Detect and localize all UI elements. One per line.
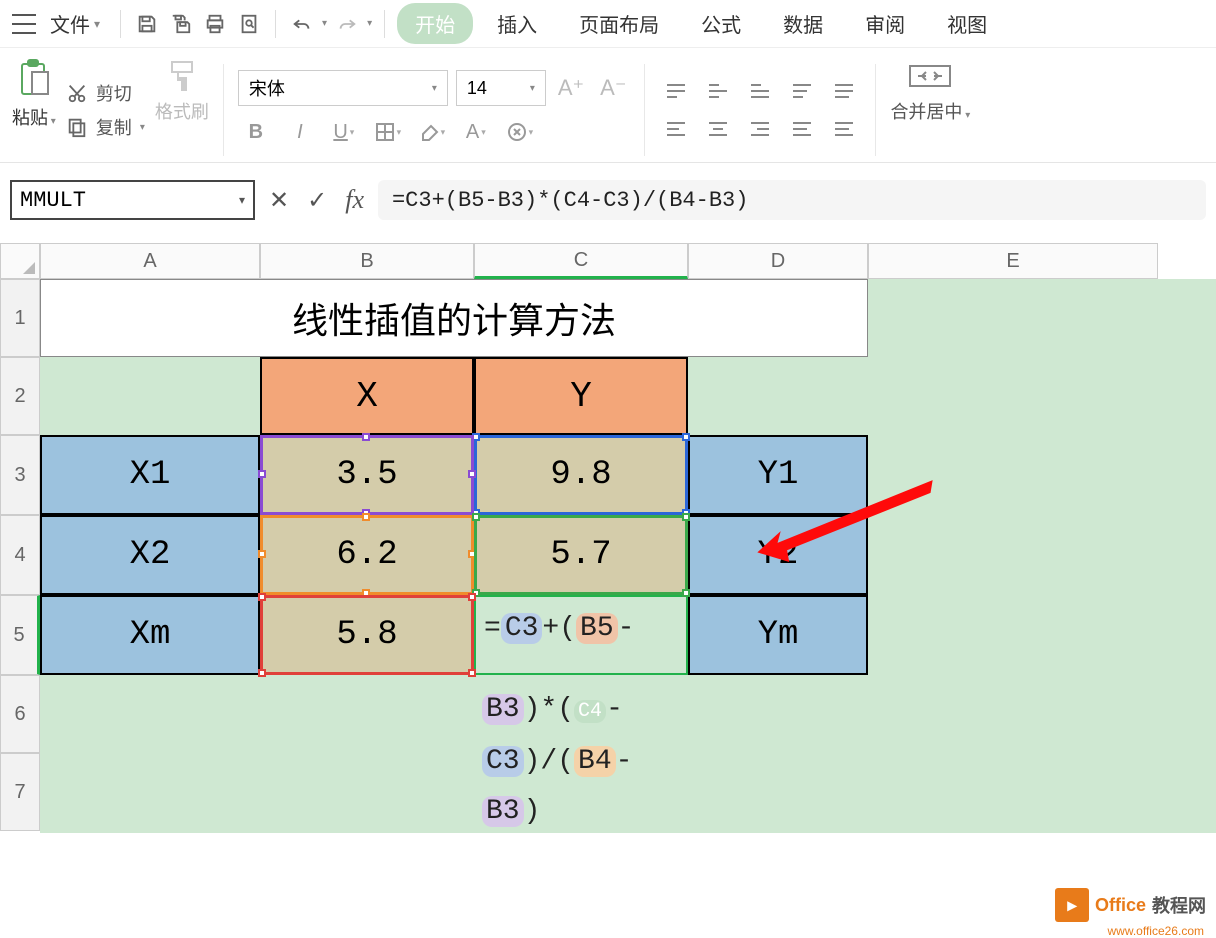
- cut-button[interactable]: 剪切: [66, 80, 145, 106]
- align-center-icon[interactable]: [701, 114, 735, 144]
- row-header-1[interactable]: 1: [0, 279, 40, 357]
- save-as-icon[interactable]: [167, 10, 195, 38]
- redo-dropdown-icon[interactable]: ▾: [367, 18, 372, 29]
- bold-button[interactable]: B: [238, 114, 274, 150]
- cell-C3[interactable]: 9.8: [474, 435, 688, 515]
- cell-title[interactable]: 线性插值的计算方法: [40, 279, 868, 357]
- cell-C5-active[interactable]: = C3 + ( B5 -: [474, 595, 688, 675]
- cell-D2[interactable]: [688, 357, 868, 435]
- cell-B3[interactable]: 3.5: [260, 435, 474, 515]
- tab-data[interactable]: 数据: [765, 9, 841, 38]
- save-icon[interactable]: [133, 10, 161, 38]
- cells-area[interactable]: 线性插值的计算方法 X Y X1 3.5 9.8 Y1 X2 6.2 5.7 Y…: [40, 279, 1216, 833]
- spreadsheet-grid: A B C D E 1 2 3 4 5 6 7 线性插值的计算方法 X Y X1…: [0, 243, 1216, 833]
- select-all-corner[interactable]: [0, 243, 40, 279]
- decrease-font-icon[interactable]: A⁻: [596, 75, 630, 101]
- cancel-formula-icon[interactable]: ✕: [269, 186, 289, 215]
- separator: [384, 10, 385, 38]
- tab-formulas[interactable]: 公式: [683, 9, 759, 38]
- chevron-down-icon: ▾: [94, 17, 100, 31]
- chevron-down-icon: ▾: [239, 193, 245, 208]
- cell-D4[interactable]: Y2: [688, 515, 868, 595]
- fx-icon[interactable]: fx: [345, 185, 364, 215]
- formula-overflow: B3)*(C4- C3)/(B4- B3): [482, 685, 632, 837]
- undo-dropdown-icon[interactable]: ▾: [322, 18, 327, 29]
- col-header-A[interactable]: A: [40, 243, 260, 279]
- name-box[interactable]: MMULT ▾: [10, 180, 255, 220]
- row-header-5[interactable]: 5: [0, 595, 40, 675]
- cell-C2[interactable]: Y: [474, 357, 688, 435]
- border-button[interactable]: ▾: [370, 114, 406, 150]
- row-header-7[interactable]: 7: [0, 753, 40, 831]
- tab-review[interactable]: 审阅: [847, 9, 923, 38]
- print-preview-icon[interactable]: [235, 10, 263, 38]
- row-header-2[interactable]: 2: [0, 357, 40, 435]
- watermark-icon: ▸: [1055, 888, 1089, 922]
- tab-page-layout[interactable]: 页面布局: [561, 9, 677, 38]
- cell-B5[interactable]: 5.8: [260, 595, 474, 675]
- separator: [875, 64, 876, 156]
- row-header-6[interactable]: 6: [0, 675, 40, 753]
- align-left-icon[interactable]: [659, 114, 693, 144]
- cell-A5[interactable]: Xm: [40, 595, 260, 675]
- copy-button[interactable]: 复制 ▾: [66, 114, 145, 140]
- merge-center-button[interactable]: 合并居中 ▾: [890, 58, 970, 162]
- col-header-C[interactable]: C: [474, 243, 688, 279]
- font-color-button[interactable]: A▾: [458, 114, 494, 150]
- col-header-D[interactable]: D: [688, 243, 868, 279]
- tab-insert[interactable]: 插入: [479, 9, 555, 38]
- row-header-4[interactable]: 4: [0, 515, 40, 595]
- italic-button[interactable]: I: [282, 114, 318, 150]
- cell-A4[interactable]: X2: [40, 515, 260, 595]
- formula-bar-area: MMULT ▾ ✕ ✓ fx =C3+(B5-B3)*(C4-C3)/(B4-B…: [0, 163, 1216, 223]
- cell-C4[interactable]: 5.7: [474, 515, 688, 595]
- cell-A2[interactable]: [40, 357, 260, 435]
- separator: [275, 10, 276, 38]
- redo-icon[interactable]: [333, 10, 361, 38]
- align-middle-icon[interactable]: [701, 76, 735, 106]
- font-name-select[interactable]: 宋体▾: [238, 70, 448, 106]
- align-right-icon[interactable]: [743, 114, 777, 144]
- underline-button[interactable]: U▾: [326, 114, 362, 150]
- format-painter-button[interactable]: 格式刷: [155, 58, 209, 162]
- accept-formula-icon[interactable]: ✓: [307, 186, 327, 215]
- wrap-text-icon[interactable]: [827, 76, 861, 106]
- column-headers: A B C D E: [0, 243, 1216, 279]
- separator: [120, 10, 121, 38]
- undo-icon[interactable]: [288, 10, 316, 38]
- paste-button[interactable]: 粘贴 ▾: [12, 58, 56, 162]
- font-size-select[interactable]: 14▾: [456, 70, 546, 106]
- print-icon[interactable]: [201, 10, 229, 38]
- file-menu[interactable]: 文件 ▾: [42, 9, 108, 38]
- menubar: 文件 ▾ ▾ ▾ 开始 插入 页面布局 公式 数据 审阅 视图: [0, 0, 1216, 48]
- ribbon: 粘贴 ▾ 剪切 复制 ▾ 格式刷 宋体▾ 14▾ A⁺ A⁻ B I: [0, 48, 1216, 163]
- row-headers: 1 2 3 4 5 6 7: [0, 279, 40, 833]
- separator: [644, 64, 645, 156]
- orientation-icon[interactable]: [785, 76, 819, 106]
- cell-A3[interactable]: X1: [40, 435, 260, 515]
- align-bottom-icon[interactable]: [743, 76, 777, 106]
- decrease-indent-icon[interactable]: [785, 114, 819, 144]
- col-header-B[interactable]: B: [260, 243, 474, 279]
- cell-D3[interactable]: Y1: [688, 435, 868, 515]
- separator: [223, 64, 224, 156]
- hamburger-icon[interactable]: [12, 14, 36, 34]
- increase-indent-icon[interactable]: [827, 114, 861, 144]
- row-header-3[interactable]: 3: [0, 435, 40, 515]
- cell-B4[interactable]: 6.2: [260, 515, 474, 595]
- increase-font-icon[interactable]: A⁺: [554, 75, 588, 101]
- col-header-E[interactable]: E: [868, 243, 1158, 279]
- tab-start[interactable]: 开始: [397, 3, 473, 44]
- tab-view[interactable]: 视图: [929, 9, 1005, 38]
- watermark: ▸ Office教程网 www.office26.com: [1055, 888, 1206, 922]
- phonetic-button[interactable]: ▾: [502, 114, 538, 150]
- formula-input[interactable]: =C3+(B5-B3)*(C4-C3)/(B4-B3): [378, 180, 1206, 220]
- fill-color-button[interactable]: ▾: [414, 114, 450, 150]
- cell-B2[interactable]: X: [260, 357, 474, 435]
- align-top-icon[interactable]: [659, 76, 693, 106]
- file-label: 文件: [50, 9, 90, 38]
- cell-D5[interactable]: Ym: [688, 595, 868, 675]
